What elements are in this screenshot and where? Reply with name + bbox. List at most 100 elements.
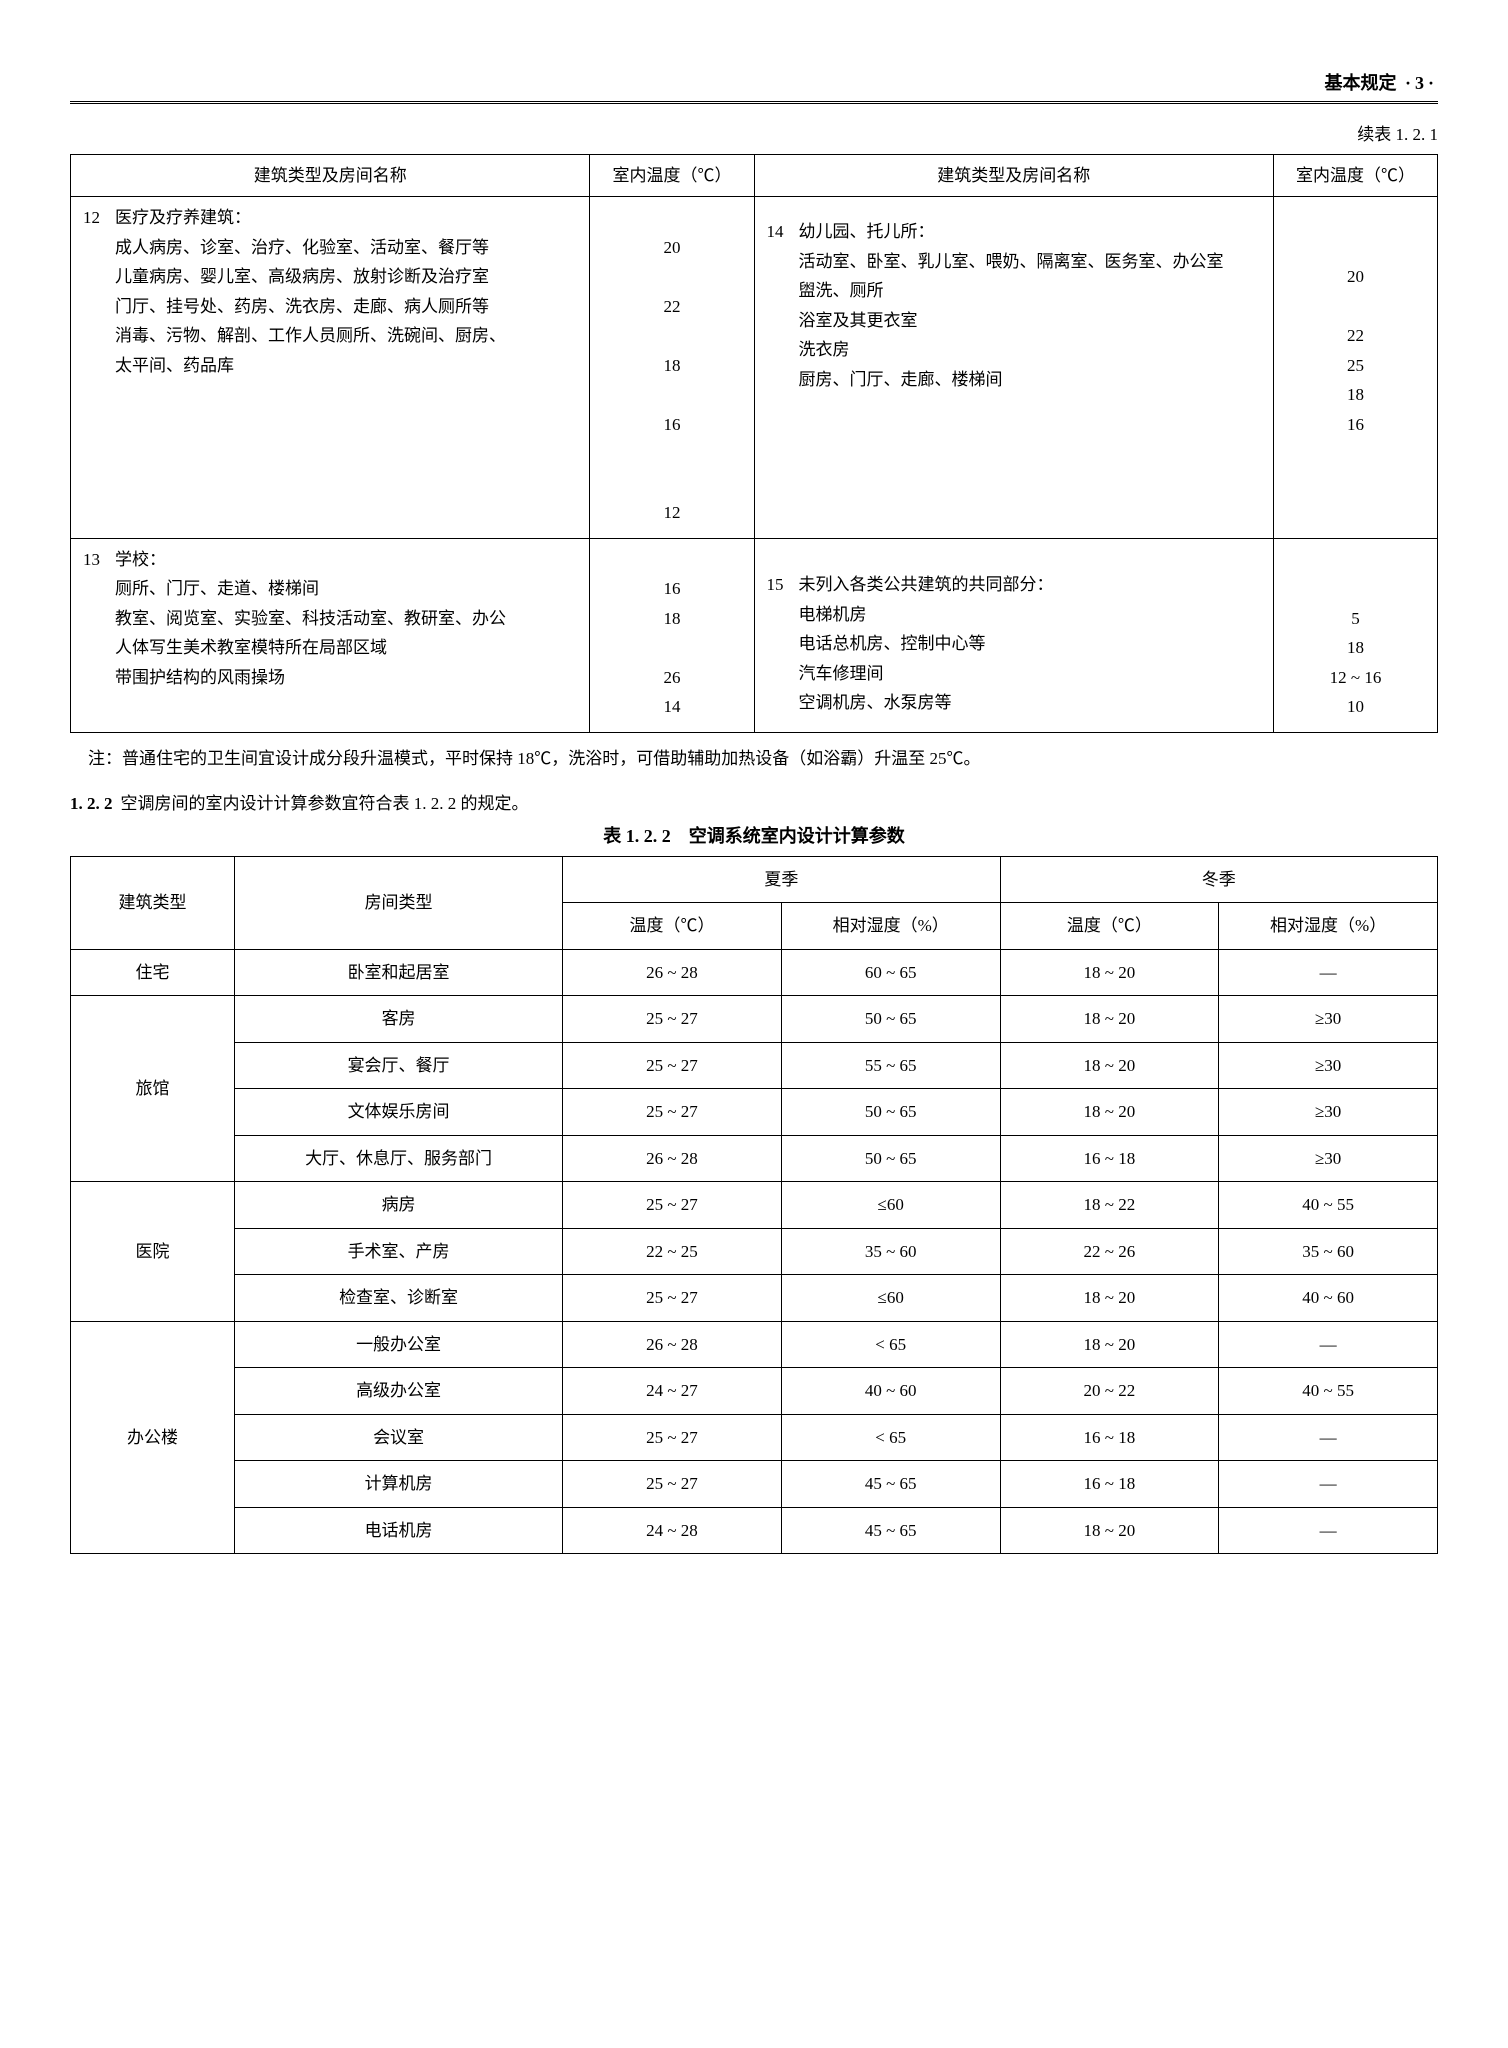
t1-c14-v3: 25 bbox=[1286, 353, 1425, 379]
t1-c15-l4: 空调机房、水泵房等 bbox=[799, 690, 1261, 716]
header-section: 基本规定 bbox=[1324, 73, 1396, 93]
t2-cell: 40 ~ 55 bbox=[1219, 1182, 1438, 1229]
t2-cell: 40 ~ 60 bbox=[1219, 1275, 1438, 1322]
t2-cell: 22 ~ 25 bbox=[563, 1228, 782, 1275]
t2-cell: ≥30 bbox=[1219, 1135, 1438, 1182]
t2-cell: 18 ~ 20 bbox=[1000, 1275, 1219, 1322]
table-row: 电话机房24 ~ 2845 ~ 6518 ~ 20— bbox=[71, 1507, 1438, 1554]
t2-cell: 卧室和起居室 bbox=[235, 949, 563, 996]
t2-cell: — bbox=[1219, 1507, 1438, 1554]
clause-num: 1. 2. 2 bbox=[70, 794, 113, 813]
t1-c15-l3: 汽车修理间 bbox=[799, 661, 1261, 687]
t2-cell: 35 ~ 60 bbox=[781, 1228, 1000, 1275]
t1-c13-v2: 18 bbox=[602, 606, 741, 632]
t2-cell: 18 ~ 20 bbox=[1000, 1042, 1219, 1089]
t2-cell: 18 ~ 22 bbox=[1000, 1182, 1219, 1229]
t1-c12-v4: 16 bbox=[602, 412, 741, 438]
t1-c12-l3: 门厅、挂号处、药房、洗衣房、走廊、病人厕所等 bbox=[115, 294, 577, 320]
t2-h-winter: 冬季 bbox=[1000, 856, 1437, 903]
t2-cell: 35 ~ 60 bbox=[1219, 1228, 1438, 1275]
t2-h-w-temp: 温度（℃） bbox=[1000, 903, 1219, 950]
table-row: 大厅、休息厅、服务部门26 ~ 2850 ~ 6516 ~ 18≥30 bbox=[71, 1135, 1438, 1182]
t1-c15-name: 15 未列入各类公共建筑的共同部分： 电梯机房 电话总机房、控制中心等 汽车修理… bbox=[754, 538, 1273, 732]
t2-cell: 18 ~ 20 bbox=[1000, 949, 1219, 996]
t2-cell: 电话机房 bbox=[235, 1507, 563, 1554]
table-row: 手术室、产房22 ~ 2535 ~ 6022 ~ 2635 ~ 60 bbox=[71, 1228, 1438, 1275]
t2-cell: 24 ~ 28 bbox=[563, 1507, 782, 1554]
t2-cell: 45 ~ 65 bbox=[781, 1461, 1000, 1508]
t2-cell: 客房 bbox=[235, 996, 563, 1043]
t2-cell: < 65 bbox=[781, 1414, 1000, 1461]
t1-h-temp-l: 室内温度（℃） bbox=[590, 154, 754, 197]
t1-c14-v2: 22 bbox=[1286, 323, 1425, 349]
t2-cell: 大厅、休息厅、服务部门 bbox=[235, 1135, 563, 1182]
t2-cell: ≥30 bbox=[1219, 1042, 1438, 1089]
t2-h-s-rh: 相对湿度（%） bbox=[781, 903, 1000, 950]
t2-cell: — bbox=[1219, 1321, 1438, 1368]
t1-c14-vals: 20 22 25 18 16 bbox=[1273, 197, 1437, 539]
t1-c12-v3: 18 bbox=[602, 353, 741, 379]
t1-c14-v5: 16 bbox=[1286, 412, 1425, 438]
table-1-2-1-continued: 建筑类型及房间名称 室内温度（℃） 建筑类型及房间名称 室内温度（℃） 12 医… bbox=[70, 154, 1438, 733]
t1-c13-v3: 26 bbox=[602, 665, 741, 691]
t1-c15-v3: 12 ~ 16 bbox=[1286, 665, 1425, 691]
t1-c15-title: 未列入各类公共建筑的共同部分： bbox=[799, 572, 1261, 598]
t2-cell: 18 ~ 20 bbox=[1000, 1507, 1219, 1554]
t1-c15-l1: 电梯机房 bbox=[799, 602, 1261, 628]
table-row: 会议室25 ~ 27< 6516 ~ 18— bbox=[71, 1414, 1438, 1461]
t2-cell: 计算机房 bbox=[235, 1461, 563, 1508]
t1-c13-l3: 人体写生美术教室模特所在局部区域 bbox=[115, 635, 577, 661]
t1-h-name-l: 建筑类型及房间名称 bbox=[71, 154, 590, 197]
t2-btype-cell: 住宅 bbox=[71, 949, 235, 996]
t1-c12-l5: 太平间、药品库 bbox=[115, 353, 577, 379]
t1-c13-l4: 带围护结构的风雨操场 bbox=[115, 665, 577, 691]
t1-c12-l2: 儿童病房、婴儿室、高级病房、放射诊断及治疗室 bbox=[115, 264, 577, 290]
t1-c12-vals: 20 22 18 16 12 bbox=[590, 197, 754, 539]
t1-c15-v4: 10 bbox=[1286, 694, 1425, 720]
table1-continued-label: 续表 1. 2. 1 bbox=[70, 122, 1438, 148]
t1-c15-v2: 18 bbox=[1286, 635, 1425, 661]
t1-c12-idx: 12 bbox=[83, 205, 115, 382]
clause-1-2-2: 1. 2. 2 空调房间的室内设计计算参数宜符合表 1. 2. 2 的规定。 bbox=[70, 791, 1438, 817]
t2-cell: 18 ~ 20 bbox=[1000, 996, 1219, 1043]
t2-cell: 50 ~ 65 bbox=[781, 1135, 1000, 1182]
table-row: 高级办公室24 ~ 2740 ~ 6020 ~ 2240 ~ 55 bbox=[71, 1368, 1438, 1415]
t1-c15-l2: 电话总机房、控制中心等 bbox=[799, 631, 1261, 657]
t2-cell: 55 ~ 65 bbox=[781, 1042, 1000, 1089]
table-row: 住宅卧室和起居室26 ~ 2860 ~ 6518 ~ 20— bbox=[71, 949, 1438, 996]
t1-c13-idx: 13 bbox=[83, 547, 115, 695]
t2-cell: 20 ~ 22 bbox=[1000, 1368, 1219, 1415]
t2-cell: 26 ~ 28 bbox=[563, 1321, 782, 1368]
t2-cell: 26 ~ 28 bbox=[563, 949, 782, 996]
t2-cell: 45 ~ 65 bbox=[781, 1507, 1000, 1554]
t2-cell: 22 ~ 26 bbox=[1000, 1228, 1219, 1275]
t1-c15-vals: 5 18 12 ~ 16 10 bbox=[1273, 538, 1437, 732]
t1-h-temp-r: 室内温度（℃） bbox=[1273, 154, 1437, 197]
t2-cell: 文体娱乐房间 bbox=[235, 1089, 563, 1136]
t1-c14-idx: 14 bbox=[767, 219, 799, 396]
t2-cell: 病房 bbox=[235, 1182, 563, 1229]
table-row: 文体娱乐房间25 ~ 2750 ~ 6518 ~ 20≥30 bbox=[71, 1089, 1438, 1136]
t1-c14-name: 14 幼儿园、托儿所： 活动室、卧室、乳儿室、喂奶、隔离室、医务室、办公室 盥洗… bbox=[754, 197, 1273, 539]
t1-c14-l5: 厨房、门厅、走廊、楼梯间 bbox=[799, 367, 1261, 393]
table-row: 宴会厅、餐厅25 ~ 2755 ~ 6518 ~ 20≥30 bbox=[71, 1042, 1438, 1089]
t2-cell: ≥30 bbox=[1219, 1089, 1438, 1136]
table-row: 计算机房25 ~ 2745 ~ 6516 ~ 18— bbox=[71, 1461, 1438, 1508]
t1-c12-title: 医疗及疗养建筑： bbox=[115, 205, 577, 231]
t2-cell: 40 ~ 55 bbox=[1219, 1368, 1438, 1415]
t2-cell: 25 ~ 27 bbox=[563, 1461, 782, 1508]
t1-c12-v2: 22 bbox=[602, 294, 741, 320]
t1-c14-l3: 浴室及其更衣室 bbox=[799, 308, 1261, 334]
t1-c13-v4: 14 bbox=[602, 694, 741, 720]
clause-text: 空调房间的室内设计计算参数宜符合表 1. 2. 2 的规定。 bbox=[121, 794, 529, 813]
t2-cell: 60 ~ 65 bbox=[781, 949, 1000, 996]
t2-btype-cell: 办公楼 bbox=[71, 1321, 235, 1554]
t2-cell: 25 ~ 27 bbox=[563, 996, 782, 1043]
t1-c14-l4: 洗衣房 bbox=[799, 337, 1261, 363]
t2-btype-cell: 旅馆 bbox=[71, 996, 235, 1182]
t2-cell: 40 ~ 60 bbox=[781, 1368, 1000, 1415]
t1-c15-idx: 15 bbox=[767, 572, 799, 720]
table-row: 医院病房25 ~ 27≤6018 ~ 2240 ~ 55 bbox=[71, 1182, 1438, 1229]
t1-c13-l1: 厕所、门厅、走道、楼梯间 bbox=[115, 576, 577, 602]
table-1-2-2: 建筑类型 房间类型 夏季 冬季 温度（℃） 相对湿度（%） 温度（℃） 相对湿度… bbox=[70, 856, 1438, 1555]
